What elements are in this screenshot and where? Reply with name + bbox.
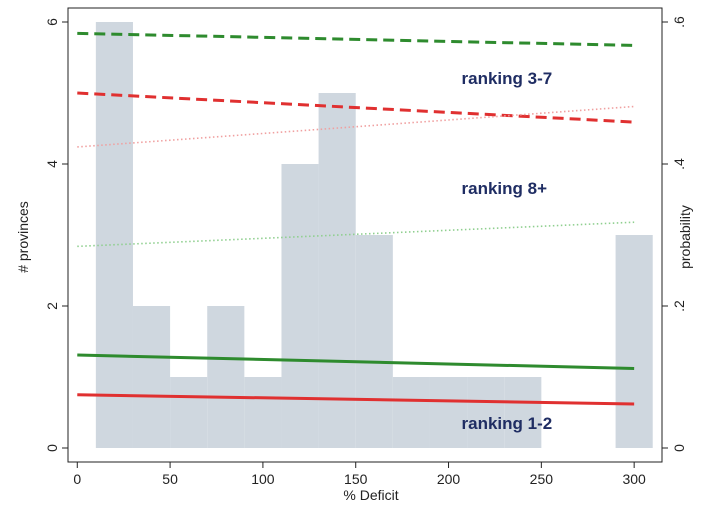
- histogram-bar: [504, 377, 542, 448]
- y-right-tick-label: .6: [671, 16, 687, 28]
- histogram-bar: [95, 22, 133, 448]
- histogram-bar: [429, 377, 468, 448]
- y-left-tick-label: 4: [44, 160, 60, 168]
- y-left-tick-label: 2: [44, 302, 60, 310]
- x-tick-label: 300: [622, 471, 646, 487]
- y-right-tick-label: .4: [671, 158, 687, 170]
- series-line-green-dashed: [77, 31, 635, 47]
- y-left-tick: 4: [44, 160, 68, 168]
- x-tick: 200: [437, 462, 461, 487]
- histogram-bar: [281, 164, 319, 448]
- y-left-tick: 6: [44, 18, 68, 26]
- histogram-bar: [207, 306, 245, 448]
- x-tick: 300: [622, 462, 646, 487]
- x-tick: 100: [251, 462, 275, 487]
- x-tick-label: 100: [251, 471, 275, 487]
- x-tick: 150: [344, 462, 368, 487]
- y-right-tick-label: 0: [671, 444, 687, 452]
- y-right-tick-label: .2: [671, 300, 687, 312]
- annotations: ranking 3-7 ranking 8+ ranking 1-2: [462, 69, 553, 433]
- x-tick-label: 200: [437, 471, 461, 487]
- x-tick-label: 0: [73, 471, 81, 487]
- y-right-tick: .4: [662, 158, 687, 170]
- y-right-axis-ticks: 0 .2 .4 .6: [662, 16, 687, 452]
- x-tick-label: 50: [162, 471, 178, 487]
- x-axis-ticks: 0 50 100 150 200 250 300: [73, 462, 646, 487]
- histogram-bar: [615, 235, 653, 448]
- histogram-bar: [355, 235, 393, 448]
- x-axis-label: % Deficit: [343, 487, 398, 503]
- y-left-tick-label: 0: [44, 444, 60, 452]
- series-line-red-dashed: [77, 91, 635, 124]
- y-left-axis-label: # provinces: [15, 201, 31, 273]
- annotation-label: ranking 8+: [462, 179, 548, 198]
- histogram-bars: [95, 22, 653, 448]
- y-left-tick: 0: [44, 444, 68, 452]
- x-tick: 250: [530, 462, 554, 487]
- series-line-red-solid: [77, 393, 635, 406]
- y-left-axis-ticks: 0 2 4 6: [44, 18, 68, 452]
- y-left-tick: 2: [44, 302, 68, 310]
- histogram-bar: [467, 377, 505, 448]
- series-line-pink-dotted-dotted: [77, 105, 635, 148]
- plot-frame: [67, 7, 663, 463]
- probability-lines: [77, 31, 635, 406]
- histogram-bar: [132, 306, 171, 448]
- histogram-bar: [392, 377, 430, 448]
- histogram-bar: [318, 93, 356, 448]
- series-line-green-solid: [77, 353, 635, 370]
- y-left-tick-label: 6: [44, 18, 60, 26]
- y-right-tick: .2: [662, 300, 687, 312]
- x-tick-label: 150: [344, 471, 368, 487]
- x-tick-label: 250: [530, 471, 554, 487]
- y-right-axis-label: probability: [677, 205, 693, 269]
- histogram-bar: [244, 377, 282, 448]
- annotation-label: ranking 1-2: [462, 414, 553, 433]
- series-line-green-dotted-dotted: [77, 221, 635, 248]
- y-right-tick: 0: [662, 444, 687, 452]
- histogram-bar: [170, 377, 208, 448]
- y-right-tick: .6: [662, 16, 687, 28]
- annotation-label: ranking 3-7: [462, 69, 553, 88]
- x-tick: 0: [73, 462, 81, 487]
- x-tick: 50: [162, 462, 178, 487]
